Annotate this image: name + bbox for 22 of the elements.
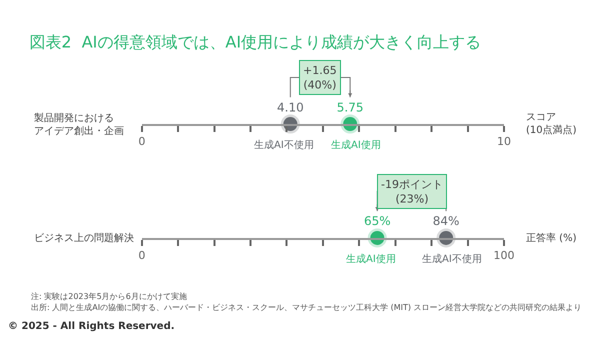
data-label: 4.10 [277,100,304,114]
annotation: -19ポイント (23%) [381,178,443,206]
text: © 2025 - All Rights Reserved. [8,321,175,332]
series-label: 生成AI不使用 [422,253,482,265]
text: 出所: 人間と生成AIの協働に関する、ハーバード・ビジネス・スクール、マサチューセッツ工科大学 (MIT) スローン経営大学院などの共同研究の結果より [31,303,582,312]
y-tick-label: 製品開発におけるアイデア創出・企画 [34,112,124,137]
annotation: 注: 実験は2023年5月から6月にかけて実施 [31,292,187,301]
x-tick-label: 10 [497,135,512,148]
chart-title: 図表2 AIの得意領域では、AI使用により成績が大きく向上する [29,32,482,52]
x-tick-label: 0 [138,249,146,262]
data-label: 5.75 [336,100,364,114]
x-axis-title: 正答率 (%) [526,232,577,244]
x-axis-title: スコア (10点満点) [526,112,577,136]
x-tick-label: 100 [494,249,515,262]
series-label: 生成AI使用 [331,139,381,151]
series-label: 生成AI使用 [346,253,396,265]
data-label: 65% [364,214,391,228]
series-label: 生成AI不使用 [254,139,314,151]
text: +1.65 (40%) [303,64,337,92]
y-tick-label: ビジネス上の問題解決 [34,232,134,244]
data-label: 84% [432,214,460,228]
x-tick-label: 0 [138,135,146,148]
